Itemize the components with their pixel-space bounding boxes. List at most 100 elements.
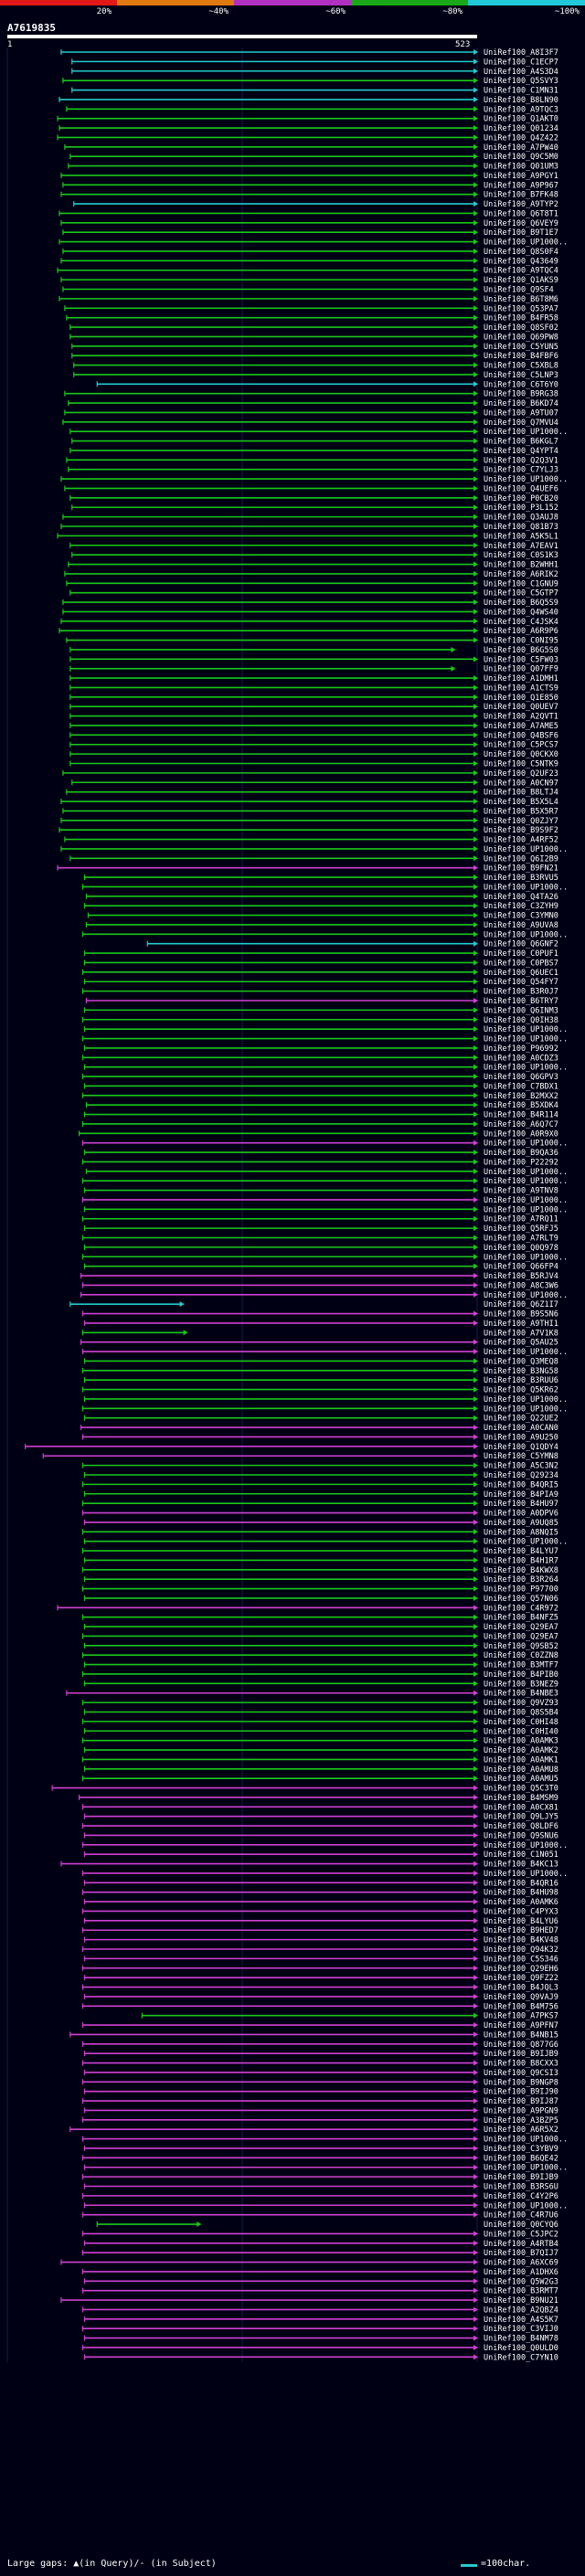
hit-label[interactable]: UniRef100_Q01234 (484, 124, 558, 133)
hit-label[interactable]: UniRef100_C7BDX1 (484, 1082, 558, 1091)
hit-label[interactable]: UniRef100_A0AMU8 (484, 1765, 558, 1775)
hit-label[interactable]: UniRef100_A9UQ85 (484, 1519, 558, 1528)
hit-label[interactable]: UniRef100_A0CDZ3 (484, 1054, 558, 1063)
hit-label[interactable]: UniRef100_C5XBL8 (484, 362, 558, 371)
hit-label[interactable]: UniRef100_Q9SF4 (484, 286, 554, 295)
hit-label[interactable]: UniRef100_Q57N06 (484, 1595, 558, 1604)
hit-label[interactable]: UniRef100_B5X5L4 (484, 798, 558, 807)
hit-label[interactable]: UniRef100_Q0IH38 (484, 1016, 558, 1025)
hit-label[interactable]: UniRef100_A9TQC4 (484, 267, 558, 276)
hit-label[interactable]: UniRef100_B4LYU6 (484, 1917, 558, 1926)
hit-label[interactable]: UniRef100_B9IJB9 (484, 2173, 558, 2182)
hit-label[interactable]: UniRef100_B8CXX3 (484, 2060, 558, 2069)
hit-label[interactable]: UniRef100_UP1000.. (484, 1348, 568, 1357)
hit-label[interactable]: UniRef100_Q2UF23 (484, 769, 558, 779)
hit-label[interactable]: UniRef100_B3RVU5 (484, 874, 558, 883)
hit-label[interactable]: UniRef100_B2WHH1 (484, 561, 558, 570)
hit-label[interactable]: UniRef100_UP1000.. (484, 1253, 568, 1262)
hit-label[interactable]: UniRef100_Q5SVY3 (484, 77, 558, 86)
hit-label[interactable]: UniRef100_UP1000.. (484, 475, 568, 484)
hit-label[interactable]: UniRef100_B2MXX2 (484, 1092, 558, 1101)
hit-label[interactable]: UniRef100_Q8S5B4 (484, 1709, 558, 1718)
hit-label[interactable]: UniRef100_B8LN90 (484, 96, 558, 105)
hit-label[interactable]: UniRef100_Q5RFJ5 (484, 1224, 558, 1234)
hit-label[interactable]: UniRef100_Q4WS40 (484, 608, 558, 617)
hit-label[interactable]: UniRef100_C1ECP7 (484, 58, 558, 67)
hit-label[interactable]: UniRef100_A9TU07 (484, 408, 558, 418)
hit-label[interactable]: UniRef100_Q5W2G3 (484, 2277, 558, 2286)
hit-label[interactable]: UniRef100_Q1QDY4 (484, 1443, 558, 1452)
hit-label[interactable]: UniRef100_A6R9P6 (484, 627, 558, 636)
hit-label[interactable]: UniRef100_UP1000.. (484, 1035, 568, 1044)
hit-label[interactable]: UniRef100_Q22UE2 (484, 1415, 558, 1424)
hit-label[interactable]: UniRef100_Q2Q3V1 (484, 456, 558, 465)
hit-label[interactable]: UniRef100_B9IJB9 (484, 2050, 558, 2059)
hit-label[interactable]: UniRef100_A9TQC3 (484, 105, 558, 114)
hit-label[interactable]: UniRef100_A0AMK2 (484, 1746, 558, 1755)
hit-label[interactable]: UniRef100_B4HU98 (484, 1889, 558, 1898)
hit-label[interactable]: UniRef100_B5RJV4 (484, 1272, 558, 1281)
hit-label[interactable]: UniRef100_UP1000.. (484, 1405, 568, 1414)
hit-label[interactable]: UniRef100_A9UVA8 (484, 921, 558, 930)
hit-label[interactable]: UniRef100_Q29234 (484, 1471, 558, 1480)
hit-label[interactable]: UniRef100_C1N051 (484, 1850, 558, 1860)
hit-label[interactable]: UniRef100_UP1000.. (484, 1841, 568, 1850)
hit-label[interactable]: UniRef100_A5K5L1 (484, 532, 558, 541)
hit-label[interactable]: UniRef100_Q6GPV3 (484, 1073, 558, 1082)
hit-label[interactable]: UniRef100_UP1000.. (484, 1168, 568, 1177)
hit-label[interactable]: UniRef100_UP1000.. (484, 428, 568, 437)
hit-label[interactable]: UniRef100_B4KV48 (484, 1936, 558, 1945)
hit-label[interactable]: UniRef100_A0AMK6 (484, 1898, 558, 1907)
hit-label[interactable]: UniRef100_B3RMT7 (484, 2287, 558, 2296)
hit-label[interactable]: UniRef100_Q9SNU6 (484, 1831, 558, 1840)
hit-label[interactable]: UniRef100_B4JQL3 (484, 1984, 558, 1993)
hit-label[interactable]: UniRef100_B4QRI5 (484, 1480, 558, 1489)
hit-label[interactable]: UniRef100_A9THI1 (484, 1320, 558, 1329)
hit-label[interactable]: UniRef100_A9PFN7 (484, 2021, 558, 2030)
hit-label[interactable]: UniRef100_Q29EA7 (484, 1623, 558, 1632)
hit-label[interactable]: UniRef100_Q9C5M0 (484, 153, 558, 162)
hit-label[interactable]: UniRef100_B4NB15 (484, 2030, 558, 2040)
hit-label[interactable]: UniRef100_B4M756 (484, 2002, 558, 2011)
hit-label[interactable]: UniRef100_Q53PA7 (484, 304, 558, 313)
hit-label[interactable]: UniRef100_B7FK48 (484, 191, 558, 200)
hit-label[interactable]: UniRef100_B3R0J7 (484, 988, 558, 997)
hit-label[interactable]: UniRef100_A4S5K7 (484, 2316, 558, 2325)
hit-label[interactable]: UniRef100_Q4YPT4 (484, 447, 558, 456)
hit-label[interactable]: UniRef100_A0CN97 (484, 779, 558, 788)
hit-label[interactable]: UniRef100_A4S3D4 (484, 68, 558, 77)
hit-label[interactable]: UniRef100_B7QIJ7 (484, 2249, 558, 2258)
hit-label[interactable]: UniRef100_C4Y2P6 (484, 2192, 558, 2201)
hit-label[interactable]: UniRef100_C3YMN0 (484, 912, 558, 921)
hit-label[interactable]: UniRef100_C3VIJ0 (484, 2325, 558, 2334)
hit-label[interactable]: UniRef100_A1DMH1 (484, 674, 558, 684)
hit-label[interactable]: UniRef100_P22292 (484, 1158, 558, 1167)
hit-label[interactable]: UniRef100_P3L152 (484, 504, 558, 513)
hit-label[interactable]: UniRef100_B6TRY7 (484, 997, 558, 1006)
hit-label[interactable]: UniRef100_A0AMU5 (484, 1775, 558, 1784)
hit-label[interactable]: UniRef100_Q1E850 (484, 694, 558, 703)
hit-label[interactable]: UniRef100_UP1000.. (484, 1025, 568, 1034)
hit-label[interactable]: UniRef100_Q6UEC1 (484, 969, 558, 978)
hit-label[interactable]: UniRef100_B3R264 (484, 1575, 558, 1585)
hit-label[interactable]: UniRef100_Q3MEQ8 (484, 1357, 558, 1366)
hit-label[interactable]: UniRef100_B4H1R7 (484, 1556, 558, 1565)
hit-label[interactable]: UniRef100_B4NBE3 (484, 1690, 558, 1699)
hit-label[interactable]: UniRef100_Q94K32 (484, 1945, 558, 1955)
hit-label[interactable]: UniRef100_P96992 (484, 1044, 558, 1054)
hit-label[interactable]: UniRef100_UP1000.. (484, 1291, 568, 1300)
hit-label[interactable]: UniRef100_A8NQI5 (484, 1528, 558, 1537)
hit-label[interactable]: UniRef100_Q81B73 (484, 523, 558, 532)
hit-label[interactable]: UniRef100_Q0Q978 (484, 1244, 558, 1253)
hit-label[interactable]: UniRef100_A0CAN0 (484, 1424, 558, 1433)
hit-label[interactable]: UniRef100_Q9VAJ9 (484, 1993, 558, 2002)
hit-label[interactable]: UniRef100_B4FR58 (484, 314, 558, 323)
hit-label[interactable]: UniRef100_B3NG58 (484, 1367, 558, 1376)
hit-label[interactable]: UniRef100_Q5C3T0 (484, 1785, 558, 1794)
hit-label[interactable]: UniRef100_Q29EH6 (484, 1965, 558, 1974)
hit-label[interactable]: UniRef100_Q0ULD0 (484, 2344, 558, 2353)
hit-label[interactable]: UniRef100_A9TNV8 (484, 1187, 558, 1196)
hit-label[interactable]: UniRef100_Q877G6 (484, 2041, 558, 2050)
hit-label[interactable]: UniRef100_P97700 (484, 1585, 558, 1595)
hit-label[interactable]: UniRef100_Q8S0F4 (484, 248, 558, 257)
